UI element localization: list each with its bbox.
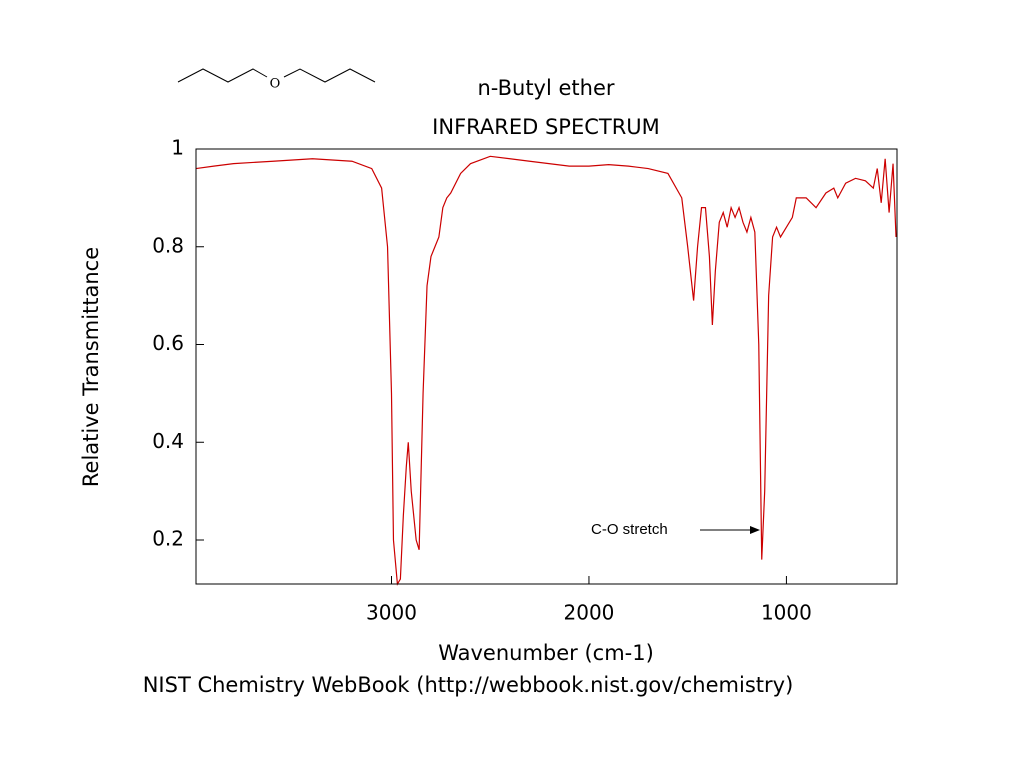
source-note: NIST Chemistry WebBook (http://webbook.n… <box>143 673 794 697</box>
annotation: C-O stretch <box>591 521 668 538</box>
y-tick-label: 0.4 <box>152 429 184 453</box>
x-tick-label: 1000 <box>761 601 812 625</box>
x-tick-label: 2000 <box>564 601 615 625</box>
plot-frame <box>195 148 898 585</box>
chart-subtitle: INFRARED SPECTRUM <box>432 115 660 139</box>
x-axis-label: Wavenumber (cm-1) <box>438 641 654 665</box>
molecule-atom: O <box>270 77 281 92</box>
spectrum-line <box>195 155 897 586</box>
annotation-arrowhead <box>750 526 760 534</box>
y-tick-label: 0.8 <box>152 233 184 257</box>
molecule <box>177 68 376 83</box>
y-tick-label: 0.6 <box>152 331 184 355</box>
y-axis-label: Relative Transmittance <box>79 247 103 487</box>
chart-title: n-Butyl ether <box>477 76 614 100</box>
y-tick-label: 0.2 <box>152 527 184 551</box>
molecule-bond <box>283 68 376 83</box>
x-tick-label: 3000 <box>366 601 417 625</box>
y-tick-label: 1 <box>171 136 184 160</box>
molecule-bond <box>177 68 268 83</box>
